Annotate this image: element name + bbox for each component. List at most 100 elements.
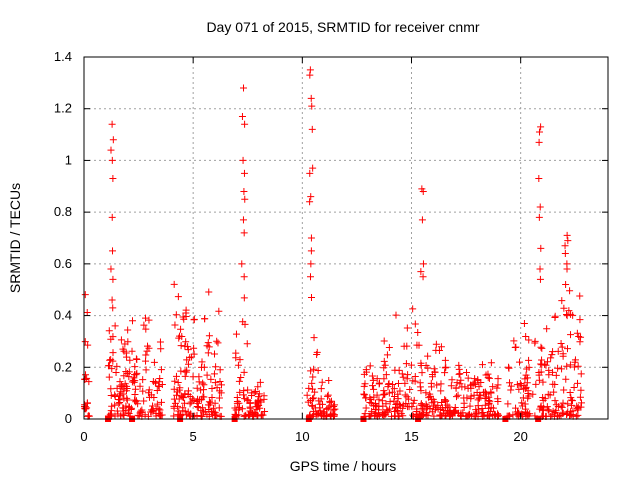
data-point bbox=[310, 334, 318, 342]
data-point bbox=[120, 394, 128, 402]
data-point bbox=[465, 410, 473, 418]
spike-point bbox=[564, 237, 572, 245]
data-point bbox=[139, 376, 147, 384]
data-point bbox=[83, 309, 91, 317]
data-point bbox=[422, 402, 430, 410]
data-point bbox=[205, 332, 213, 340]
data-point bbox=[396, 387, 404, 395]
data-point bbox=[394, 380, 402, 388]
data-point bbox=[143, 347, 151, 355]
data-point bbox=[551, 380, 559, 388]
data-point bbox=[543, 403, 551, 411]
data-point bbox=[236, 388, 244, 396]
data-point bbox=[174, 379, 182, 387]
data-point bbox=[172, 311, 180, 319]
data-point bbox=[482, 371, 490, 379]
data-point bbox=[119, 390, 127, 398]
data-point bbox=[181, 368, 189, 376]
data-point bbox=[311, 404, 319, 412]
data-point bbox=[576, 292, 584, 300]
data-point bbox=[559, 399, 567, 407]
data-point bbox=[181, 390, 189, 398]
data-point bbox=[520, 320, 528, 328]
data-point bbox=[255, 398, 263, 406]
data-point bbox=[203, 371, 211, 379]
spike-point bbox=[535, 128, 543, 136]
data-point bbox=[384, 380, 392, 388]
data-point bbox=[471, 381, 479, 389]
data-point bbox=[506, 379, 514, 387]
spike-point bbox=[306, 273, 314, 281]
data-point bbox=[538, 344, 546, 352]
data-point bbox=[545, 366, 553, 374]
data-point bbox=[123, 384, 131, 392]
data-point bbox=[318, 378, 326, 386]
data-point bbox=[170, 412, 178, 420]
data-point bbox=[392, 311, 400, 319]
data-point bbox=[399, 373, 407, 381]
data-point bbox=[190, 315, 198, 323]
data-point bbox=[382, 371, 390, 379]
spike-point bbox=[307, 247, 315, 255]
data-point bbox=[543, 325, 551, 333]
data-point bbox=[437, 343, 445, 351]
data-point bbox=[199, 408, 207, 416]
data-point bbox=[156, 406, 164, 414]
data-point bbox=[325, 404, 333, 412]
data-point bbox=[201, 315, 209, 323]
data-point bbox=[317, 395, 325, 403]
data-point bbox=[123, 396, 131, 404]
data-point bbox=[82, 371, 90, 379]
data-point bbox=[155, 382, 163, 390]
data-point bbox=[373, 391, 381, 399]
data-point bbox=[494, 381, 502, 389]
data-point bbox=[217, 389, 225, 397]
data-point bbox=[481, 388, 489, 396]
spike-point bbox=[535, 213, 543, 221]
spike-point bbox=[109, 136, 117, 144]
data-point bbox=[367, 396, 375, 404]
data-point bbox=[557, 402, 565, 410]
data-point bbox=[448, 376, 456, 384]
data-point bbox=[380, 411, 388, 419]
data-point bbox=[406, 386, 414, 394]
data-point bbox=[566, 411, 574, 419]
data-point bbox=[475, 383, 483, 391]
data-point bbox=[383, 406, 391, 414]
spike-point bbox=[563, 265, 571, 273]
data-point bbox=[529, 390, 537, 398]
data-point bbox=[129, 376, 137, 384]
data-point bbox=[370, 385, 378, 393]
data-point bbox=[464, 374, 472, 382]
spike-point bbox=[240, 273, 248, 281]
data-point bbox=[177, 342, 185, 350]
data-points bbox=[81, 66, 585, 422]
data-point bbox=[525, 336, 533, 344]
data-point bbox=[416, 379, 424, 387]
data-point bbox=[170, 404, 178, 412]
data-point bbox=[576, 393, 584, 401]
data-point bbox=[372, 409, 380, 417]
data-point bbox=[409, 305, 417, 313]
data-point bbox=[566, 361, 574, 369]
y-tick-label: 0.4 bbox=[54, 308, 72, 323]
data-point bbox=[323, 392, 331, 400]
data-point bbox=[171, 377, 179, 385]
data-point bbox=[171, 399, 179, 407]
data-point bbox=[485, 399, 493, 407]
data-point bbox=[136, 382, 144, 390]
data-point bbox=[182, 312, 190, 320]
grid-lines bbox=[84, 57, 608, 419]
data-point bbox=[309, 373, 317, 381]
data-point bbox=[568, 397, 576, 405]
data-point bbox=[418, 402, 426, 410]
data-point bbox=[131, 396, 139, 404]
y-tick-label: 0.2 bbox=[54, 359, 72, 374]
data-point bbox=[466, 402, 474, 410]
data-point bbox=[526, 410, 534, 418]
data-point bbox=[244, 386, 252, 394]
data-point bbox=[85, 378, 93, 386]
data-point bbox=[183, 366, 191, 374]
data-point bbox=[431, 398, 439, 406]
data-point bbox=[140, 397, 148, 405]
